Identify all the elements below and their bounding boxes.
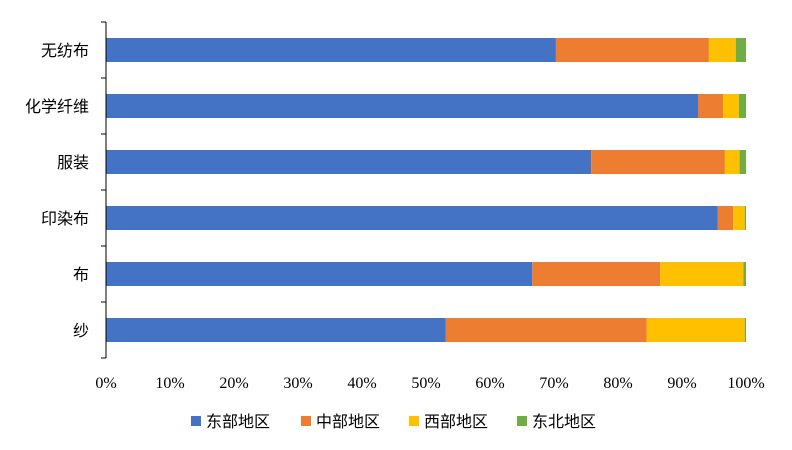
category-label: 服装 — [57, 153, 89, 172]
x-tick-label: 100% — [727, 375, 764, 392]
bar-segment-6-series-3 — [646, 318, 745, 342]
x-tick-label: 30% — [283, 375, 312, 392]
bar-segment-2-series-1 — [106, 94, 698, 118]
category-label: 布 — [73, 265, 89, 284]
bar-segment-2-series-2 — [698, 94, 723, 118]
bar-segment-5-series-4 — [743, 262, 746, 286]
x-tick-labels: 0% 10% 20% 30% 40% 50% 60% 70% 80% 90% 100% — [95, 375, 764, 392]
bar-segment-4-series-1 — [106, 206, 718, 230]
bar-segment-2-series-4 — [738, 94, 746, 118]
x-tick-label: 10% — [155, 375, 184, 392]
bar-segment-3-series-3 — [724, 150, 740, 174]
legend-label: 西部地区 — [424, 412, 488, 431]
category-label: 无纺布 — [41, 41, 89, 60]
bar-segment-6-series-2 — [445, 318, 647, 342]
legend-swatch — [409, 416, 419, 426]
bar-segment-3-series-1 — [106, 150, 592, 174]
legend-swatch — [191, 416, 201, 426]
axes-group — [101, 21, 107, 359]
x-tick-label: 90% — [667, 375, 696, 392]
x-tick-label: 50% — [411, 375, 440, 392]
bar-segment-4-series-2 — [717, 206, 734, 230]
category-label: 印染布 — [41, 209, 89, 228]
category-label: 化学纤维 — [25, 97, 89, 116]
bar-segment-3-series-2 — [591, 150, 725, 174]
bar-segment-1-series-1 — [106, 38, 556, 62]
bar-segment-6-series-4 — [744, 318, 746, 342]
x-tick-label: 60% — [475, 375, 504, 392]
x-tick-label: 70% — [539, 375, 568, 392]
x-tick-label: 40% — [347, 375, 376, 392]
legend-label: 东北地区 — [532, 412, 596, 431]
bar-segment-5-series-1 — [106, 262, 533, 286]
bar-segment-2-series-3 — [722, 94, 739, 118]
legend-label: 东部地区 — [206, 412, 270, 431]
x-tick-label: 80% — [603, 375, 632, 392]
bar-segment-4-series-3 — [733, 206, 745, 230]
bar-segment-1-series-3 — [708, 38, 736, 62]
bar-segment-1-series-2 — [555, 38, 709, 62]
bar-segment-1-series-4 — [735, 38, 746, 62]
x-tick-label: 20% — [219, 375, 248, 392]
legend-label: 中部地区 — [316, 412, 380, 431]
bar-segment-5-series-3 — [660, 262, 744, 286]
bar-segment-6-series-1 — [106, 318, 446, 342]
bars-group — [106, 38, 746, 342]
legend-swatch — [517, 416, 527, 426]
bar-segment-5-series-2 — [532, 262, 661, 286]
x-tick-label: 0% — [95, 375, 116, 392]
bar-segment-3-series-4 — [739, 150, 746, 174]
legend: 东部地区 中部地区 西部地区 东北地区 — [191, 412, 596, 431]
legend-swatch — [301, 416, 311, 426]
category-label: 纱 — [73, 321, 89, 340]
bar-segment-4-series-4 — [744, 206, 746, 230]
